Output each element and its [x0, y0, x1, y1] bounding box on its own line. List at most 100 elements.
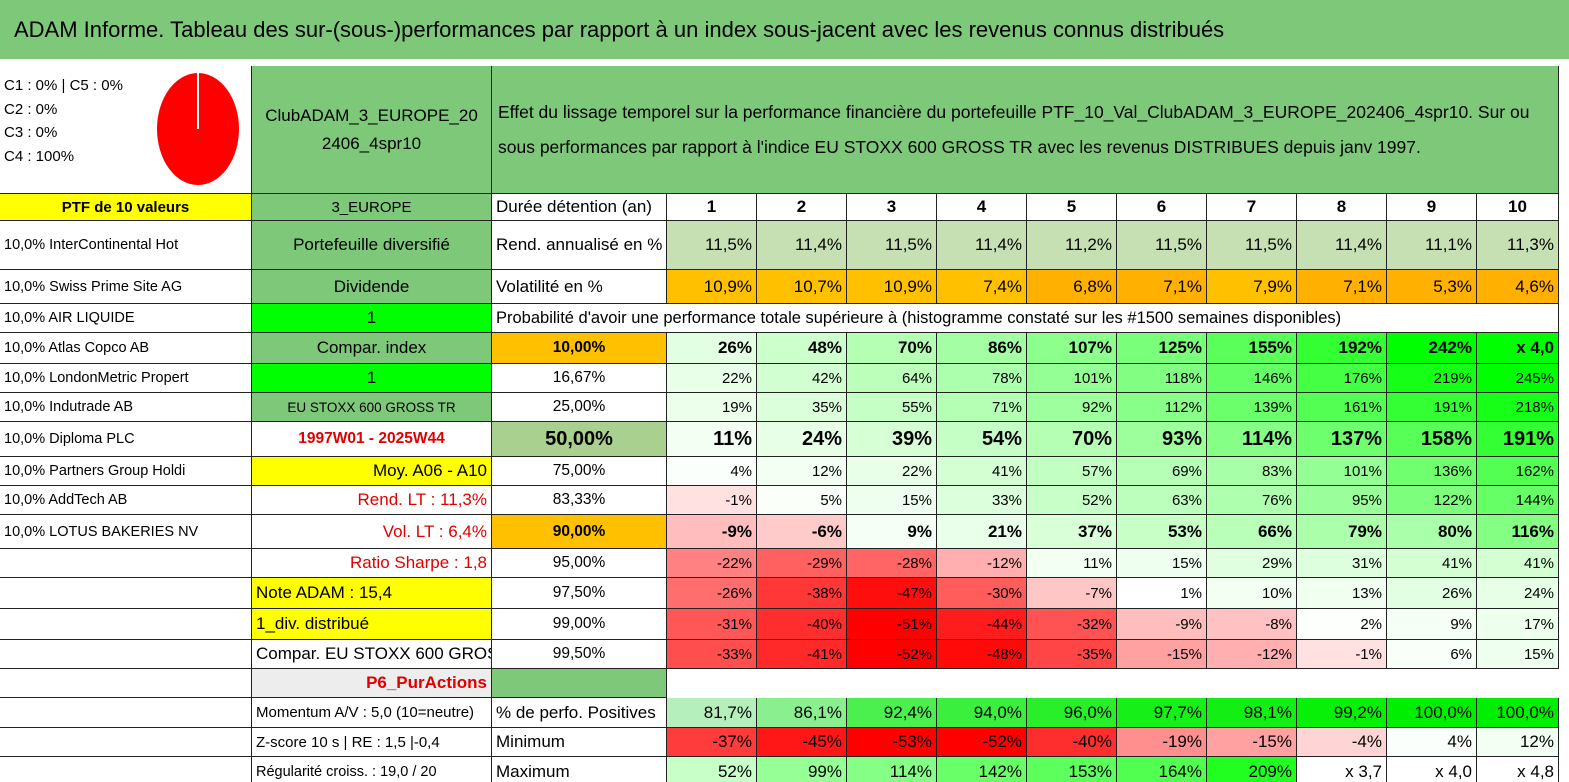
rend-lt: Rend. LT : 11,3%	[252, 486, 492, 515]
proba-value: 11%	[667, 422, 757, 457]
blank-cell	[1027, 669, 1117, 698]
holding-row: 10,0% Indutrade AB	[0, 393, 252, 422]
proba-value: -8%	[1207, 609, 1297, 640]
proba-value: 64%	[847, 364, 937, 393]
proba-value: 39%	[847, 422, 937, 457]
minimum-value: -45%	[757, 728, 847, 757]
blank-cell	[0, 757, 252, 782]
proba-value: 13%	[1297, 578, 1387, 609]
blank-cell	[1387, 669, 1477, 698]
rend-value: 11,4%	[757, 221, 847, 270]
proba-value: 245%	[1477, 364, 1559, 393]
maximum-value: x 3,7	[1297, 757, 1387, 782]
vol-value: 10,9%	[847, 270, 937, 304]
proba-value: 70%	[1027, 422, 1117, 457]
pie-legend-line: C3 : 0%	[4, 124, 58, 141]
holding-row: 10,0% AddTech AB	[0, 486, 252, 515]
maximum-value: 153%	[1027, 757, 1117, 782]
blank-cell	[0, 578, 252, 609]
proba-value: -51%	[847, 609, 937, 640]
blank-cell	[1297, 669, 1387, 698]
holding-row: 10,0% AIR LIQUIDE	[0, 304, 252, 333]
rend-value: 11,5%	[667, 221, 757, 270]
blank-cell	[0, 669, 252, 698]
proba-value: 176%	[1297, 364, 1387, 393]
maximum-value: x 4,8	[1477, 757, 1559, 782]
compar-value[interactable]: 1	[252, 364, 492, 393]
ptf-header: PTF de 10 valeurs	[0, 194, 252, 221]
proba-value: 9%	[1387, 609, 1477, 640]
proba-value: 83%	[1207, 457, 1297, 486]
proba-value: 137%	[1297, 422, 1387, 457]
year-header: 1	[667, 194, 757, 221]
pie-legend: C1 : 0% | C5 : 0% C2 : 0% C3 : 0% C4 : 1…	[4, 74, 123, 168]
proba-value: 4%	[667, 457, 757, 486]
rend-label: Rend. annualisé en %	[492, 221, 667, 270]
proba-value: -52%	[847, 640, 937, 669]
year-header: 3	[847, 194, 937, 221]
portfolio-name: ClubADAM_3_EUROPE_202406_4spr10	[252, 66, 492, 194]
holding-row: 10,0% Partners Group Holdi	[0, 457, 252, 486]
minimum-value: -52%	[937, 728, 1027, 757]
proba-pct: 99,00%	[492, 609, 667, 640]
proba-value: 15%	[1117, 549, 1207, 578]
dividend-value[interactable]: 1	[252, 304, 492, 333]
proba-value: 31%	[1297, 549, 1387, 578]
proba-value: -29%	[757, 549, 847, 578]
positives-value: 99,2%	[1297, 698, 1387, 728]
positives-value: 98,1%	[1207, 698, 1297, 728]
proba-value: 41%	[1387, 549, 1477, 578]
maximum-value: 114%	[847, 757, 937, 782]
maximum-label: Maximum	[492, 757, 667, 782]
vol-lt: Vol. LT : 6,4%	[252, 515, 492, 549]
proba-value: 48%	[757, 333, 847, 364]
proba-value: 15%	[1477, 640, 1559, 669]
year-header: 6	[1117, 194, 1207, 221]
vol-value: 7,4%	[937, 270, 1027, 304]
blank-cell	[0, 698, 252, 728]
title-bar: ADAM Informe. Tableau des sur-(sous-)per…	[0, 0, 1569, 62]
minimum-value: -4%	[1297, 728, 1387, 757]
sheet-blank	[492, 669, 667, 698]
vol-value: 4,6%	[1477, 270, 1559, 304]
proba-value: 95%	[1297, 486, 1387, 515]
duration-label: Durée détention (an)	[492, 194, 667, 221]
proba-value: -9%	[667, 515, 757, 549]
rend-value: 11,3%	[1477, 221, 1559, 270]
maximum-value: 142%	[937, 757, 1027, 782]
proba-value: 37%	[1027, 515, 1117, 549]
proba-value: 24%	[1477, 578, 1559, 609]
proba-value: 26%	[1387, 578, 1477, 609]
proba-value: 1%	[1117, 578, 1207, 609]
proba-pct: 25,00%	[492, 393, 667, 422]
positives-value: 94,0%	[937, 698, 1027, 728]
proba-pct: 50,00%	[492, 422, 667, 457]
blank-cell	[0, 549, 252, 578]
proba-value: -35%	[1027, 640, 1117, 669]
proba-value: -40%	[757, 609, 847, 640]
proba-value: -6%	[757, 515, 847, 549]
blank-cell	[1207, 669, 1297, 698]
proba-pct: 90,00%	[492, 515, 667, 549]
proba-value: 15%	[847, 486, 937, 515]
proba-value: -15%	[1117, 640, 1207, 669]
page-title: ADAM Informe. Tableau des sur-(sous-)per…	[14, 17, 1225, 42]
proba-value: -33%	[667, 640, 757, 669]
proba-value: 54%	[937, 422, 1027, 457]
maximum-value: 164%	[1117, 757, 1207, 782]
minimum-value: -53%	[847, 728, 937, 757]
minimum-label: Minimum	[492, 728, 667, 757]
year-header: 2	[757, 194, 847, 221]
vol-value: 7,9%	[1207, 270, 1297, 304]
proba-value: 76%	[1207, 486, 1297, 515]
proba-value: 33%	[937, 486, 1027, 515]
compar-index: Compar. index	[252, 333, 492, 364]
proba-value: 118%	[1117, 364, 1207, 393]
minimum-value: -19%	[1117, 728, 1207, 757]
proba-value: 242%	[1387, 333, 1477, 364]
proba-value: -47%	[847, 578, 937, 609]
blank-cell	[1117, 669, 1207, 698]
proba-value: 71%	[937, 393, 1027, 422]
index-name: EU STOXX 600 GROSS TR	[252, 393, 492, 422]
positives-value: 97,7%	[1117, 698, 1207, 728]
